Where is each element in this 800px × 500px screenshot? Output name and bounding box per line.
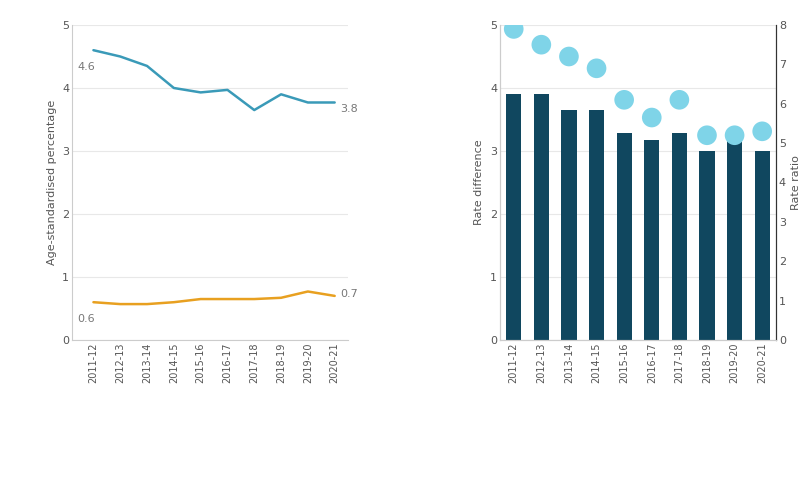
Bar — [699, 151, 714, 340]
Point — [756, 128, 769, 136]
Bar — [589, 110, 604, 340]
Point — [590, 64, 603, 72]
Bar — [644, 140, 659, 340]
Point — [535, 40, 548, 48]
Text: 3.8: 3.8 — [340, 104, 358, 114]
Text: 4.6: 4.6 — [78, 62, 95, 72]
Point — [673, 96, 686, 104]
Bar — [506, 94, 522, 340]
Point — [728, 131, 741, 139]
Bar — [727, 140, 742, 340]
Point — [646, 114, 658, 122]
Y-axis label: Rate difference: Rate difference — [474, 140, 485, 226]
Y-axis label: Age-standardised percentage: Age-standardised percentage — [46, 100, 57, 265]
Bar — [672, 134, 687, 340]
Text: 0.6: 0.6 — [78, 314, 95, 324]
Text: 0.7: 0.7 — [340, 289, 358, 299]
Point — [507, 25, 520, 33]
Point — [562, 52, 575, 60]
Point — [618, 96, 630, 104]
Y-axis label: Rate ratio: Rate ratio — [791, 155, 800, 210]
Bar — [534, 94, 549, 340]
Bar — [754, 151, 770, 340]
Point — [701, 131, 714, 139]
Bar — [562, 110, 577, 340]
Bar — [617, 134, 632, 340]
